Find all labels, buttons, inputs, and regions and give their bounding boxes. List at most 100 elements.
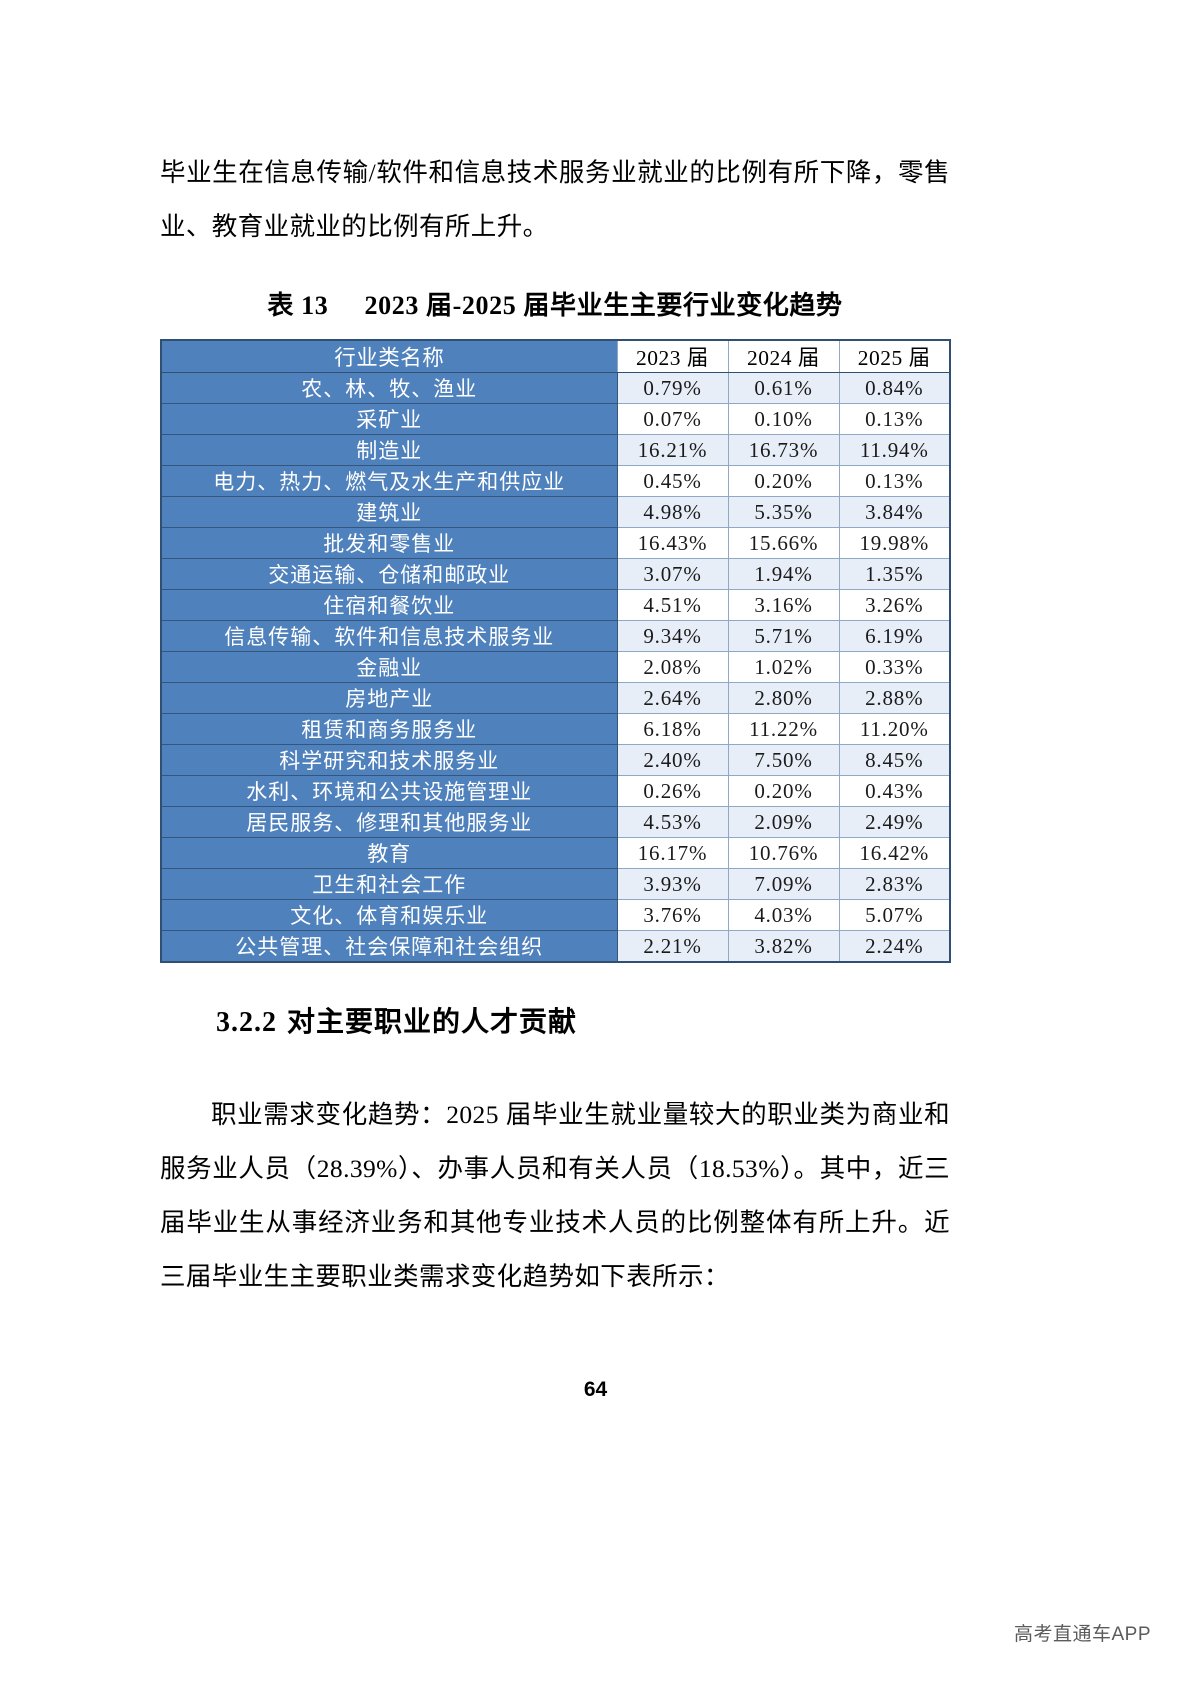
cell-v2023: 2.64% — [616, 682, 729, 714]
cell-v2024: 10.76% — [727, 837, 840, 869]
table-row: 教育 16.17% 10.76% 16.42% — [160, 837, 951, 869]
cell-v2024: 4.03% — [727, 899, 840, 931]
cell-v2024: 0.20% — [727, 465, 840, 497]
table-caption-label: 表 13 — [267, 291, 329, 320]
cell-industry-name: 文化、体育和娱乐业 — [160, 899, 618, 931]
table-row: 卫生和社会工作 3.93% 7.09% 2.83% — [160, 868, 951, 900]
cell-industry-name: 卫生和社会工作 — [160, 868, 618, 900]
cell-v2024: 7.09% — [727, 868, 840, 900]
cell-v2023: 4.53% — [616, 806, 729, 838]
cell-v2024: 0.20% — [727, 775, 840, 807]
table-row: 电力、热力、燃气及水生产和供应业 0.45% 0.20% 0.13% — [160, 465, 951, 497]
cell-industry-name: 电力、热力、燃气及水生产和供应业 — [160, 465, 618, 497]
cell-v2025: 2.83% — [838, 868, 951, 900]
cell-v2025: 0.13% — [838, 465, 951, 497]
cell-v2023: 6.18% — [616, 713, 729, 745]
table-row: 房地产业 2.64% 2.80% 2.88% — [160, 682, 951, 714]
cell-v2023: 0.79% — [616, 372, 729, 404]
column-header-2024: 2024 届 — [727, 339, 840, 373]
column-header-2023: 2023 届 — [616, 339, 729, 373]
cell-v2023: 3.76% — [616, 899, 729, 931]
cell-industry-name: 房地产业 — [160, 682, 618, 714]
cell-industry-name: 交通运输、仓储和邮政业 — [160, 558, 618, 590]
table-row: 建筑业 4.98% 5.35% 3.84% — [160, 496, 951, 528]
cell-v2025: 16.42% — [838, 837, 951, 869]
column-header-2025: 2025 届 — [838, 339, 951, 373]
table-row: 采矿业 0.07% 0.10% 0.13% — [160, 403, 951, 435]
cell-industry-name: 农、林、牧、渔业 — [160, 372, 618, 404]
cell-v2024: 3.82% — [727, 930, 840, 963]
cell-v2023: 16.17% — [616, 837, 729, 869]
cell-v2025: 2.49% — [838, 806, 951, 838]
section-heading: 3.2.2 对主要职业的人才贡献 — [216, 1000, 577, 1040]
cell-v2025: 11.94% — [838, 434, 951, 466]
table-row: 租赁和商务服务业 6.18% 11.22% 11.20% — [160, 713, 951, 745]
cell-v2024: 3.16% — [727, 589, 840, 621]
cell-v2024: 7.50% — [727, 744, 840, 776]
cell-v2024: 11.22% — [727, 713, 840, 745]
page-number: 64 — [583, 1378, 608, 1401]
cell-v2025: 5.07% — [838, 899, 951, 931]
table-row: 文化、体育和娱乐业 3.76% 4.03% 5.07% — [160, 899, 951, 931]
industry-trend-table-wrapper: 行业类名称 2023 届 2024 届 2025 届 农、林、牧、渔业 0.79%… — [160, 339, 951, 963]
cell-industry-name: 公共管理、社会保障和社会组织 — [160, 930, 618, 963]
table-row: 农、林、牧、渔业 0.79% 0.61% 0.84% — [160, 372, 951, 404]
cell-industry-name: 建筑业 — [160, 496, 618, 528]
section-number: 3.2.2 — [216, 1007, 277, 1038]
industry-trend-table: 行业类名称 2023 届 2024 届 2025 届 农、林、牧、渔业 0.79%… — [160, 339, 951, 963]
table-row: 公共管理、社会保障和社会组织 2.21% 3.82% 2.24% — [160, 930, 951, 963]
cell-v2023: 2.21% — [616, 930, 729, 963]
cell-industry-name: 金融业 — [160, 651, 618, 683]
intro-paragraph: 毕业生在信息传输/软件和信息技术服务业就业的比例有所下降，零售业、教育业就业的比… — [160, 158, 950, 241]
cell-industry-name: 采矿业 — [160, 403, 618, 435]
cell-industry-name: 居民服务、修理和其他服务业 — [160, 806, 618, 838]
cell-v2024: 5.71% — [727, 620, 840, 652]
occupation-paragraph: 职业需求变化趋势：2025 届毕业生就业量较大的职业类为商业和服务业人员（28.… — [160, 1100, 950, 1291]
cell-v2024: 0.10% — [727, 403, 840, 435]
cell-v2025: 0.33% — [838, 651, 951, 683]
cell-v2023: 2.40% — [616, 744, 729, 776]
cell-v2023: 0.26% — [616, 775, 729, 807]
table-caption: 表 13 2023 届-2025 届毕业生主要行业变化趋势 — [160, 285, 950, 322]
cell-v2024: 1.02% — [727, 651, 840, 683]
cell-industry-name: 租赁和商务服务业 — [160, 713, 618, 745]
cell-v2023: 3.07% — [616, 558, 729, 590]
table-row: 交通运输、仓储和邮政业 3.07% 1.94% 1.35% — [160, 558, 951, 590]
cell-v2025: 2.88% — [838, 682, 951, 714]
cell-v2023: 4.51% — [616, 589, 729, 621]
cell-v2024: 0.61% — [727, 372, 840, 404]
cell-industry-name: 住宿和餐饮业 — [160, 589, 618, 621]
cell-v2023: 0.07% — [616, 403, 729, 435]
cell-v2023: 3.93% — [616, 868, 729, 900]
table-row: 批发和零售业 16.43% 15.66% 19.98% — [160, 527, 951, 559]
table-row: 居民服务、修理和其他服务业 4.53% 2.09% 2.49% — [160, 806, 951, 838]
cell-v2025: 3.84% — [838, 496, 951, 528]
table-body: 农、林、牧、渔业 0.79% 0.61% 0.84% 采矿业 0.07% 0.10% 0.13… — [160, 372, 951, 963]
cell-v2023: 4.98% — [616, 496, 729, 528]
cell-v2024: 16.73% — [727, 434, 840, 466]
cell-v2025: 3.26% — [838, 589, 951, 621]
cell-v2024: 1.94% — [727, 558, 840, 590]
table-row: 制造业 16.21% 16.73% 11.94% — [160, 434, 951, 466]
cell-industry-name: 水利、环境和公共设施管理业 — [160, 775, 618, 807]
cell-v2025: 8.45% — [838, 744, 951, 776]
table-row: 信息传输、软件和信息技术服务业 9.34% 5.71% 6.19% — [160, 620, 951, 652]
cell-v2023: 0.45% — [616, 465, 729, 497]
cell-industry-name: 科学研究和技术服务业 — [160, 744, 618, 776]
cell-v2024: 2.80% — [727, 682, 840, 714]
table-row: 住宿和餐饮业 4.51% 3.16% 3.26% — [160, 589, 951, 621]
watermark: 高考直通车APP — [1013, 1624, 1151, 1645]
column-header-industry: 行业类名称 — [160, 339, 618, 373]
cell-industry-name: 制造业 — [160, 434, 618, 466]
cell-v2023: 9.34% — [616, 620, 729, 652]
table-caption-title: 2023 届-2025 届毕业生主要行业变化趋势 — [364, 291, 843, 320]
cell-v2025: 1.35% — [838, 558, 951, 590]
cell-v2025: 19.98% — [838, 527, 951, 559]
table-row: 水利、环境和公共设施管理业 0.26% 0.20% 0.43% — [160, 775, 951, 807]
cell-v2025: 6.19% — [838, 620, 951, 652]
cell-v2024: 5.35% — [727, 496, 840, 528]
cell-industry-name: 教育 — [160, 837, 618, 869]
cell-v2025: 11.20% — [838, 713, 951, 745]
cell-v2025: 2.24% — [838, 930, 951, 963]
